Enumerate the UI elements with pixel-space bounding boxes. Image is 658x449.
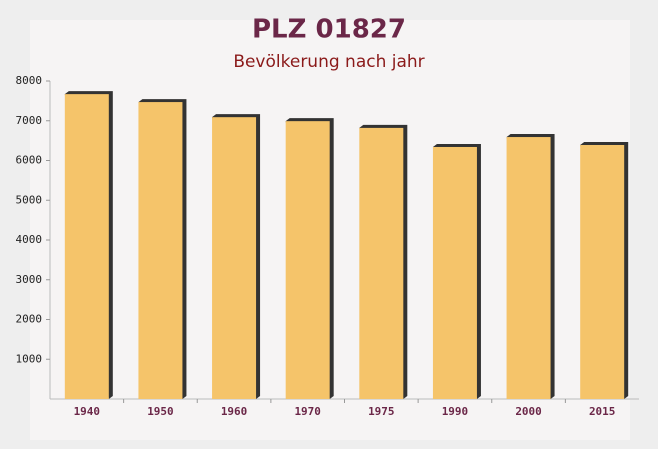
bar: [138, 102, 183, 399]
y-tick-label: 7000: [16, 114, 43, 127]
x-tick-label: 1940: [74, 405, 101, 418]
x-tick-label: 1950: [147, 405, 174, 418]
y-tick-label: 3000: [16, 273, 43, 286]
bar: [64, 94, 109, 400]
bar: [580, 144, 625, 399]
y-tick-label: 6000: [16, 154, 43, 167]
y-tick-label: 1000: [16, 352, 43, 365]
bar: [432, 146, 477, 399]
x-tick-label: 1960: [221, 405, 248, 418]
y-tick-label: 8000: [16, 74, 43, 87]
bar: [212, 117, 257, 400]
bar: [359, 127, 404, 399]
x-tick-label: 2000: [515, 405, 542, 418]
bar: [285, 121, 330, 400]
bar: [506, 137, 551, 400]
x-tick-label: 2015: [589, 405, 616, 418]
y-tick-label: 2000: [16, 313, 43, 326]
x-tick-label: 1970: [294, 405, 321, 418]
chart-title: PLZ 01827: [252, 15, 406, 45]
x-tick-label: 1990: [442, 405, 469, 418]
y-tick-label: 4000: [16, 233, 43, 246]
y-tick-label: 5000: [16, 193, 43, 206]
x-tick-label: 1975: [368, 405, 395, 418]
chart-subtitle: Bevölkerung nach jahr: [233, 52, 424, 72]
